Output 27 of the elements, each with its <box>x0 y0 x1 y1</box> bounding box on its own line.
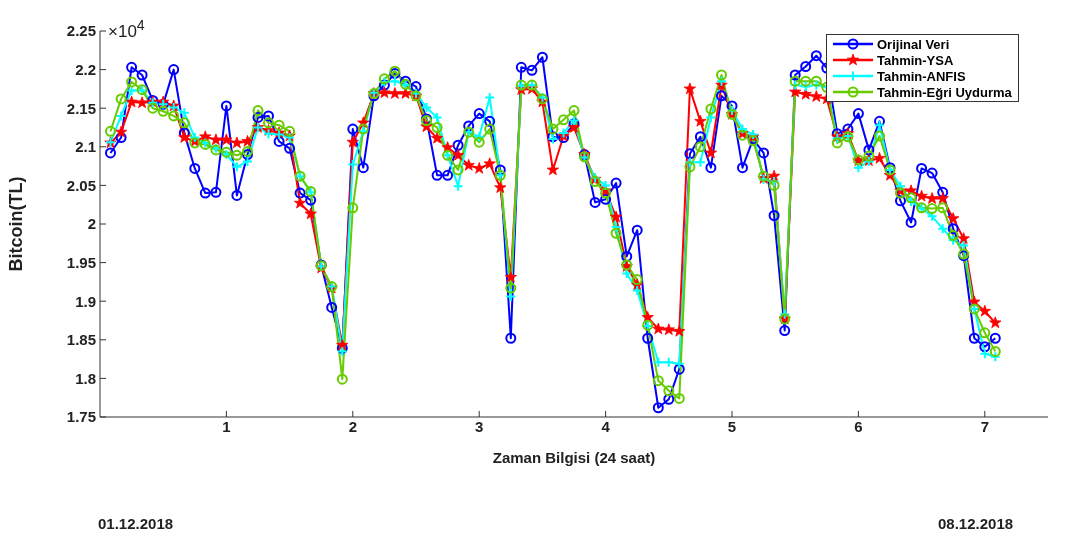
text: 08.12.2018 <box>938 515 1014 532</box>
x-tick-label: 5 <box>727 417 737 435</box>
y-tick-label: 2.05 <box>66 176 96 194</box>
x-tick-label: 2 <box>348 417 357 435</box>
legend-label: Orijinal Veri <box>877 36 950 52</box>
y-tick-label: 1.9 <box>75 292 96 310</box>
y-tick-label: 1.8 <box>75 369 96 387</box>
x-axis-title: Zaman Bilgisi (24 saat) <box>492 449 656 466</box>
text: 01.12.2018 <box>98 515 174 532</box>
x-tick-label: 4 <box>601 417 611 435</box>
y-tick-label: 2 <box>87 215 96 233</box>
legend-label: Tahmin-Eğri Uydurma <box>877 84 1012 100</box>
y-tick-label: 2.2 <box>75 60 96 78</box>
y-tick-label: 2.15 <box>66 99 96 117</box>
x-tick-label: 6 <box>854 417 863 435</box>
annotation: ×10$^{4}$ <box>108 17 145 41</box>
y-tick-label: 1.85 <box>66 331 96 349</box>
x-tick-label: 3 <box>475 417 484 435</box>
x-tick-label: 7 <box>980 417 989 435</box>
x-tick-label: 1 <box>222 417 231 435</box>
y-tick-label: 1.75 <box>66 408 96 426</box>
y-tick-label: 2.25 <box>66 22 96 40</box>
y-tick-label: 2.1 <box>75 138 96 156</box>
y-tick-label: 1.95 <box>66 253 96 271</box>
y-axis-title: Bitcoin(TL) <box>6 176 27 272</box>
legend-label: Tahmin-YSA <box>877 52 954 68</box>
legend-label: Tahmin-ANFIS <box>877 68 966 84</box>
